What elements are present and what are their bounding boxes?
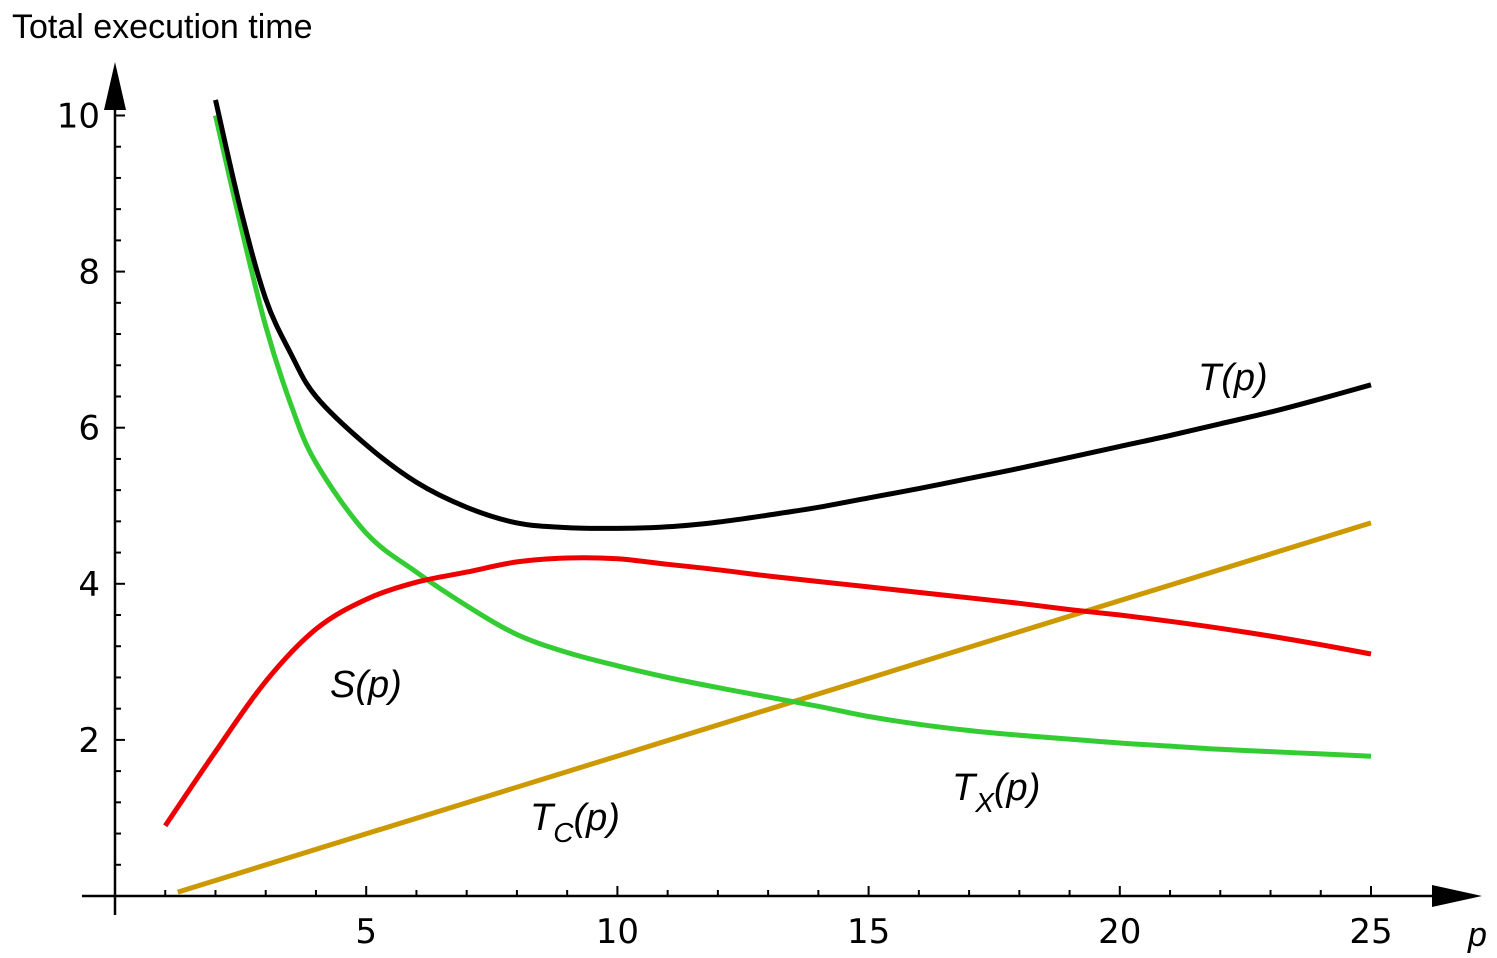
series-line-tc xyxy=(177,520,1372,895)
curve-label-t: T(p) xyxy=(1198,357,1268,399)
x-tick-label: 5 xyxy=(355,912,377,952)
curve-labels: T(p) TX(p) S(p) TC(p) xyxy=(330,357,1268,848)
axes: 5 10 15 20 25 2 4 6 8 10 xyxy=(57,62,1482,952)
y-axis-title: Total execution time xyxy=(12,8,313,46)
series-line-tx xyxy=(213,114,1372,759)
x-axis-title: p xyxy=(1467,916,1487,954)
series-line-s xyxy=(163,555,1372,828)
x-tick-label: 15 xyxy=(847,912,890,952)
y-tick-label: 8 xyxy=(78,253,100,293)
curve-label-tc: TC(p) xyxy=(530,797,620,848)
y-tick-label: 6 xyxy=(78,409,100,449)
y-tick-label: 10 xyxy=(57,97,100,137)
series-line-t xyxy=(213,99,1372,531)
y-tick-label: 4 xyxy=(78,565,100,605)
x-tick-label: 10 xyxy=(596,912,639,952)
x-tick-label: 20 xyxy=(1098,912,1141,952)
x-axis-arrow xyxy=(1432,885,1482,907)
x-tick-label: 25 xyxy=(1349,912,1392,952)
curves xyxy=(163,99,1372,895)
curve-label-tx: TX(p) xyxy=(952,767,1040,818)
y-axis-arrow xyxy=(104,62,126,110)
curve-label-s: S(p) xyxy=(330,664,402,706)
y-tick-label: 2 xyxy=(78,721,100,761)
